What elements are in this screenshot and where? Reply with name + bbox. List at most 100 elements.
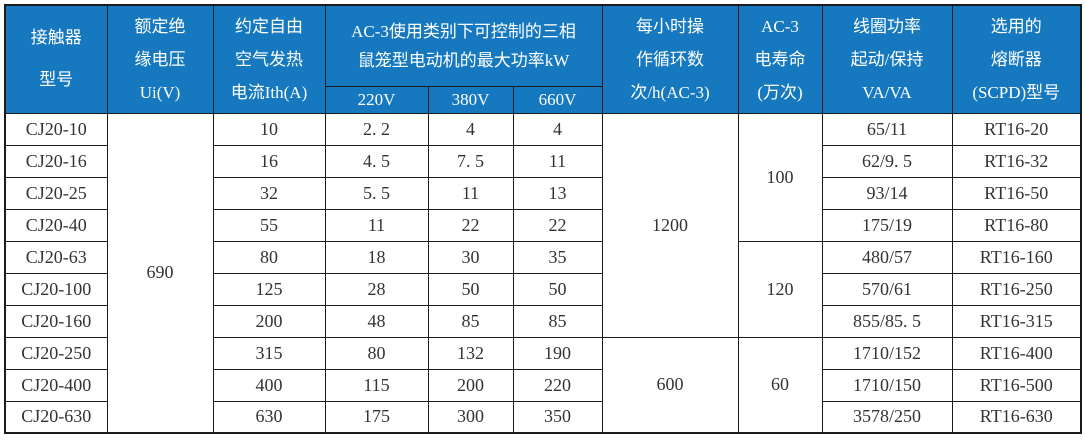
cell-model: CJ20-63 xyxy=(4,240,108,274)
header-row-main: 接触器 型号 额定绝 缘电压 Ui(V) 约定自由 空气发热 电流Ith(A) … xyxy=(4,4,1082,114)
cell-model: CJ20-160 xyxy=(4,304,108,338)
cell-power-380: 7. 5 xyxy=(427,144,514,178)
header-cell-electrical-life: AC-3 电寿命 (万次) xyxy=(737,4,823,114)
cell-power-220: 4. 5 xyxy=(324,144,429,178)
cell-power-220: 48 xyxy=(324,304,429,338)
cell-power-380: 11 xyxy=(427,176,514,210)
cell-power-220: 11 xyxy=(324,208,429,242)
merged-cell-life: 120 xyxy=(737,240,823,338)
cell-power-220: 80 xyxy=(324,336,429,370)
cell-coil-power: 480/57 xyxy=(821,240,953,274)
cell-power-220: 2. 2 xyxy=(324,112,429,146)
cell-model: CJ20-630 xyxy=(4,400,108,434)
cell-thermal-current: 125 xyxy=(212,272,326,306)
cell-power-220: 18 xyxy=(324,240,429,274)
cell-power-380: 300 xyxy=(427,400,514,434)
cell-power-660: 11 xyxy=(512,144,603,178)
header-cell-fuse-type: 选用的 熔断器 (SCPD)型号 xyxy=(951,4,1082,114)
table-row: CJ20-10 690 10 2. 2 4 4 1200 100 65/11 R… xyxy=(4,112,1082,434)
cell-model: CJ20-25 xyxy=(4,176,108,210)
header-row-sub: 220V 380V 660V xyxy=(5,85,1081,114)
header-cell-coil-power: 线圈功率 起动/保持 VA/VA xyxy=(821,4,953,114)
cell-fuse-type: RT16-80 xyxy=(951,208,1082,242)
cell-model: CJ20-10 xyxy=(4,112,108,146)
table-header: 接触器 型号 额定绝 缘电压 Ui(V) 约定自由 空气发热 电流Ith(A) … xyxy=(4,4,1082,114)
cell-coil-power: 65/11 xyxy=(821,112,953,146)
cell-thermal-current: 315 xyxy=(212,336,326,370)
table-row: CJ20-160 200 48 85 85 855/85. 5 RT16-315 xyxy=(4,304,1082,338)
cell-power-220: 5. 5 xyxy=(324,176,429,210)
merged-cell-cycles: 600 xyxy=(601,336,739,434)
cell-power-660: 50 xyxy=(512,272,603,306)
table-row: CJ20-250 315 80 132 190 600 60 1710/152 … xyxy=(4,336,1082,434)
header-cell-ac3-power-group: AC-3使用类别下可控制的三相 鼠笼型电动机的最大功率kW xyxy=(324,4,603,87)
cell-power-660: 350 xyxy=(512,400,603,434)
cell-thermal-current: 16 xyxy=(212,144,326,178)
cell-power-380: 30 xyxy=(427,240,514,274)
header-cell-380v: 380V xyxy=(427,85,514,114)
cell-power-660: 22 xyxy=(512,208,603,242)
cell-power-220: 115 xyxy=(324,368,429,402)
table-body: CJ20-10 690 10 2. 2 4 4 1200 100 65/11 R… xyxy=(4,112,1082,434)
merged-cell-life: 60 xyxy=(737,336,823,434)
cell-fuse-type: RT16-32 xyxy=(951,144,1082,178)
cell-power-380: 22 xyxy=(427,208,514,242)
cell-power-660: 13 xyxy=(512,176,603,210)
cell-power-660: 85 xyxy=(512,304,603,338)
cell-fuse-type: RT16-20 xyxy=(951,112,1082,146)
cell-coil-power: 855/85. 5 xyxy=(821,304,953,338)
cell-thermal-current: 400 xyxy=(212,368,326,402)
table-row: CJ20-25 32 5. 5 11 13 93/14 RT16-50 xyxy=(4,176,1082,210)
table-row: CJ20-400 400 115 200 220 1710/150 RT16-5… xyxy=(4,368,1082,402)
cell-power-660: 190 xyxy=(512,336,603,370)
cell-power-660: 35 xyxy=(512,240,603,274)
merged-cell-life: 100 xyxy=(737,112,823,242)
cell-model: CJ20-100 xyxy=(4,272,108,306)
table-row: CJ20-16 16 4. 5 7. 5 11 62/9. 5 RT16-32 xyxy=(4,144,1082,178)
cell-power-380: 132 xyxy=(427,336,514,370)
cell-thermal-current: 630 xyxy=(212,400,326,434)
cell-fuse-type: RT16-250 xyxy=(951,272,1082,306)
table-row: CJ20-630 630 175 300 350 3578/250 RT16-6… xyxy=(4,400,1082,434)
header-cell-thermal-current: 约定自由 空气发热 电流Ith(A) xyxy=(212,4,326,114)
cell-thermal-current: 200 xyxy=(212,304,326,338)
header-cell-insulation-voltage: 额定绝 缘电压 Ui(V) xyxy=(106,4,214,114)
cell-coil-power: 62/9. 5 xyxy=(821,144,953,178)
header-cell-220v: 220V xyxy=(324,85,429,114)
cell-power-660: 4 xyxy=(512,112,603,146)
cell-coil-power: 93/14 xyxy=(821,176,953,210)
cell-power-380: 50 xyxy=(427,272,514,306)
cell-power-380: 4 xyxy=(427,112,514,146)
cell-coil-power: 1710/152 xyxy=(821,336,953,370)
header-cell-660v: 660V xyxy=(512,85,603,114)
cell-model: CJ20-400 xyxy=(4,368,108,402)
cell-thermal-current: 80 xyxy=(212,240,326,274)
table-row: CJ20-40 55 11 22 22 175/19 RT16-80 xyxy=(4,208,1082,242)
cell-fuse-type: RT16-400 xyxy=(951,336,1082,370)
cell-coil-power: 3578/250 xyxy=(821,400,953,434)
cell-model: CJ20-250 xyxy=(4,336,108,370)
cell-power-220: 175 xyxy=(324,400,429,434)
cell-power-220: 28 xyxy=(324,272,429,306)
cell-coil-power: 1710/150 xyxy=(821,368,953,402)
cell-model: CJ20-40 xyxy=(4,208,108,242)
cell-coil-power: 570/61 xyxy=(821,272,953,306)
cell-fuse-type: RT16-315 xyxy=(951,304,1082,338)
table-row: CJ20-63 80 18 30 35 120 480/57 RT16-160 xyxy=(4,240,1082,338)
cell-fuse-type: RT16-630 xyxy=(951,400,1082,434)
merged-cell-cycles: 1200 xyxy=(601,112,739,338)
cell-coil-power: 175/19 xyxy=(821,208,953,242)
header-cell-operating-cycles: 每小时操 作循环数 次/h(AC-3) xyxy=(601,4,739,114)
cell-model: CJ20-16 xyxy=(4,144,108,178)
cell-power-380: 85 xyxy=(427,304,514,338)
merged-cell-insulation-voltage: 690 xyxy=(106,112,214,434)
cell-thermal-current: 55 xyxy=(212,208,326,242)
contactor-spec-table: 接触器 型号 额定绝 缘电压 Ui(V) 约定自由 空气发热 电流Ith(A) … xyxy=(4,4,1082,434)
table-row: CJ20-100 125 28 50 50 570/61 RT16-250 xyxy=(4,272,1082,306)
cell-power-380: 200 xyxy=(427,368,514,402)
cell-fuse-type: RT16-500 xyxy=(951,368,1082,402)
cell-fuse-type: RT16-50 xyxy=(951,176,1082,210)
cell-thermal-current: 10 xyxy=(212,112,326,146)
cell-thermal-current: 32 xyxy=(212,176,326,210)
header-cell-model: 接触器 型号 xyxy=(4,4,108,114)
